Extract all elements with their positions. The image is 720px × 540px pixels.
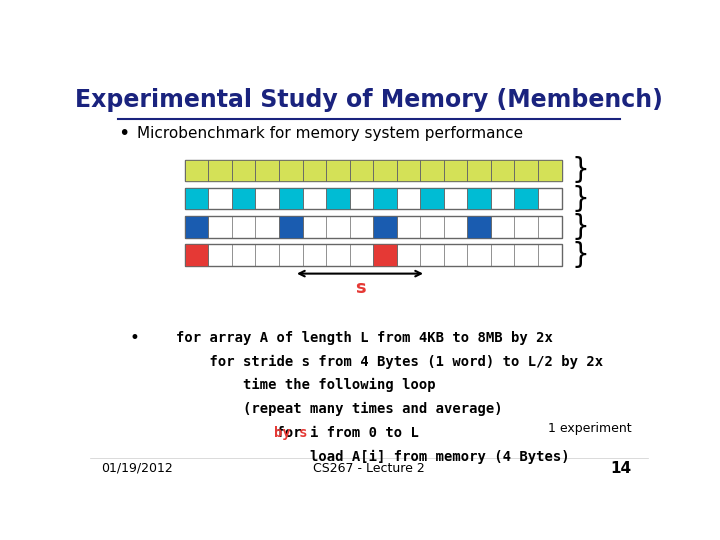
Bar	[467, 216, 491, 238]
Text: }: }	[572, 185, 589, 213]
Text: }: }	[572, 241, 589, 269]
Bar	[326, 160, 350, 181]
Text: by s: by s	[274, 426, 307, 440]
Text: Microbenchmark for memory system performance: Microbenchmark for memory system perform…	[138, 126, 523, 141]
Bar	[185, 216, 562, 238]
Text: s: s	[355, 279, 365, 297]
Bar	[491, 160, 514, 181]
Bar	[302, 160, 326, 181]
Bar	[185, 160, 208, 181]
Text: 01/19/2012: 01/19/2012	[101, 462, 173, 475]
Bar	[208, 160, 232, 181]
Bar	[420, 188, 444, 210]
Text: for array A of length L from 4KB to 8MB by 2x: for array A of length L from 4KB to 8MB …	[176, 331, 554, 345]
Text: Experimental Study of Memory (Membench): Experimental Study of Memory (Membench)	[75, 88, 663, 112]
Bar	[397, 160, 420, 181]
Bar	[185, 160, 562, 181]
Bar	[373, 216, 397, 238]
Text: time the following loop: time the following loop	[176, 379, 436, 393]
Bar	[514, 188, 538, 210]
Bar	[444, 160, 467, 181]
Bar	[538, 160, 562, 181]
Text: }: }	[572, 157, 589, 185]
Bar	[373, 245, 397, 266]
Bar	[185, 245, 208, 266]
Bar	[185, 245, 562, 266]
Bar	[279, 160, 302, 181]
Text: •: •	[118, 124, 130, 143]
Bar	[420, 160, 444, 181]
Bar	[185, 216, 208, 238]
Text: CS267 - Lecture 2: CS267 - Lecture 2	[313, 462, 425, 475]
Bar	[467, 188, 491, 210]
Text: for i from 0 to L: for i from 0 to L	[176, 426, 428, 440]
Text: 1 experiment: 1 experiment	[548, 422, 631, 435]
Bar	[279, 216, 302, 238]
Text: for stride s from 4 Bytes (1 word) to L/2 by 2x: for stride s from 4 Bytes (1 word) to L/…	[176, 355, 603, 369]
Bar	[467, 160, 491, 181]
Bar	[256, 160, 279, 181]
Bar	[232, 160, 256, 181]
Bar	[185, 188, 562, 210]
Text: (repeat many times and average): (repeat many times and average)	[176, 402, 503, 416]
Bar	[373, 160, 397, 181]
Bar	[514, 160, 538, 181]
Bar	[373, 188, 397, 210]
Bar	[350, 160, 373, 181]
Text: 14: 14	[610, 461, 631, 476]
Text: load A[i] from memory (4 Bytes): load A[i] from memory (4 Bytes)	[176, 449, 570, 463]
Text: }: }	[572, 213, 589, 241]
Bar	[326, 188, 350, 210]
Bar	[185, 188, 208, 210]
Bar	[232, 188, 256, 210]
Text: •: •	[129, 329, 139, 347]
Bar	[279, 188, 302, 210]
